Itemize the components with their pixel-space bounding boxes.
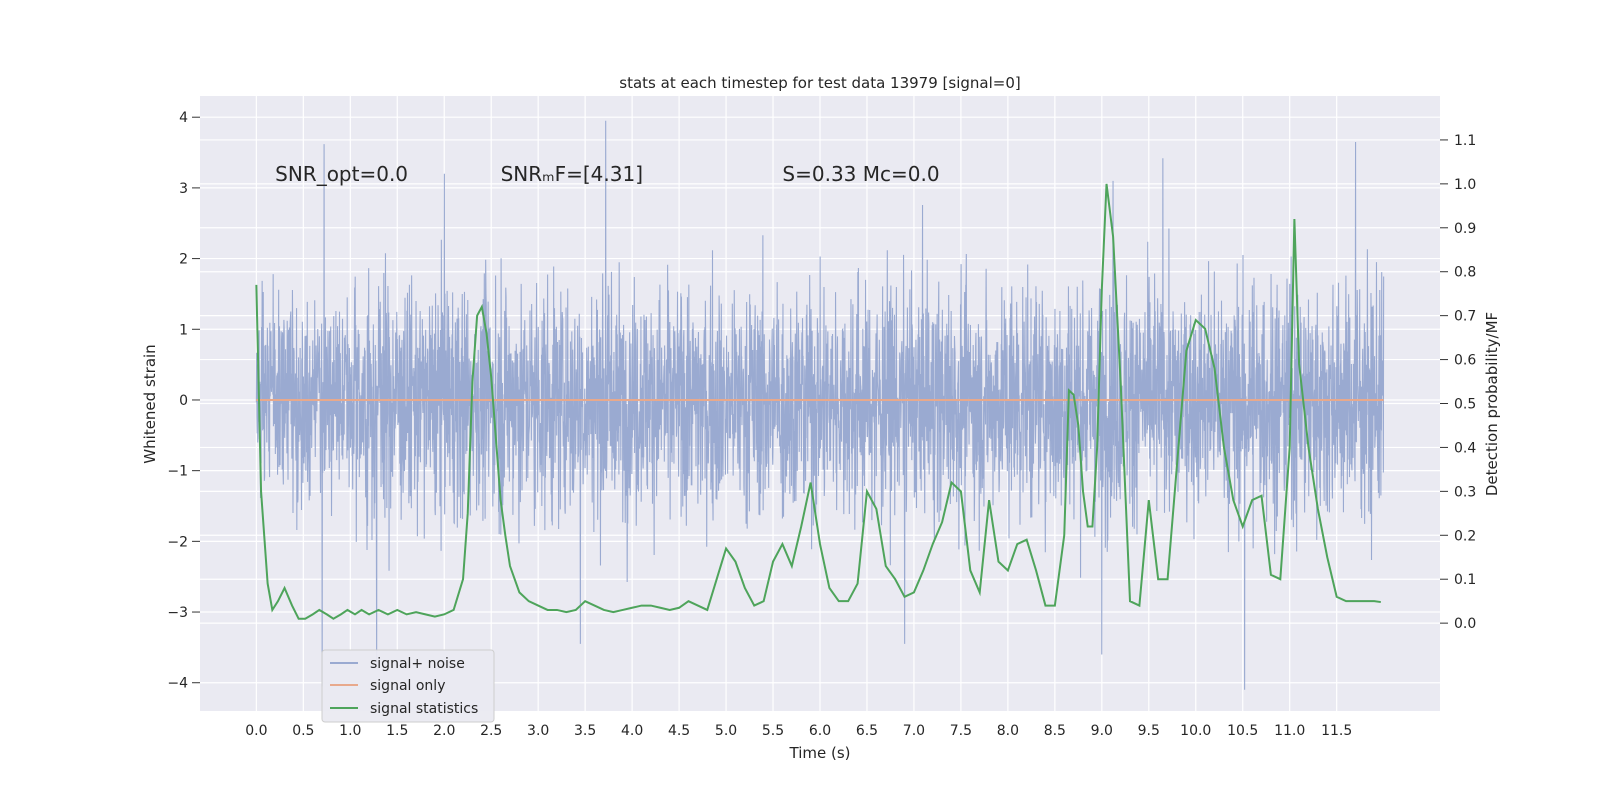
y2-tick-label: 0.2 (1454, 528, 1476, 544)
x-tick-label: 10.0 (1180, 723, 1211, 739)
y2-tick-label: 0.6 (1454, 353, 1476, 369)
x-tick-label: 6.5 (856, 723, 878, 739)
x-tick-label: 11.0 (1274, 723, 1305, 739)
y-tick-label: −4 (167, 676, 188, 692)
y-tick-label: 2 (179, 252, 188, 268)
annotation-s-mc: S=0.33 Mᴄ=0.0 (782, 162, 939, 186)
legend-label-signal-noise: signal+ noise (370, 656, 465, 672)
x-tick-label: 8.5 (1044, 723, 1066, 739)
x-tick-label: 2.0 (433, 723, 455, 739)
x-tick-label: 9.0 (1091, 723, 1113, 739)
x-tick-label: 7.0 (903, 723, 925, 739)
annotation-snr-opt: SNR_opt=0.0 (275, 162, 408, 186)
y2-tick-label: 0.3 (1454, 484, 1476, 500)
y2-tick-label: 1.1 (1454, 133, 1476, 149)
x-tick-label: 10.5 (1227, 723, 1258, 739)
y-tick-label: −2 (167, 534, 188, 550)
y-tick-label: 1 (179, 322, 188, 338)
x-tick-label: 5.5 (762, 723, 784, 739)
y-tick-label: −3 (167, 605, 188, 621)
y-tick-label: 3 (179, 181, 188, 197)
legend-label-signal-only: signal only (370, 678, 445, 694)
x-tick-label: 1.5 (386, 723, 408, 739)
x-tick-label: 3.0 (527, 723, 549, 739)
y-tick-label: −1 (167, 464, 188, 480)
y2-tick-label: 0.5 (1454, 397, 1476, 413)
legend-box (321, 649, 495, 723)
y2-axis-label: Detection probability/MF (1483, 312, 1501, 496)
chart-title: stats at each timestep for test data 139… (619, 74, 1020, 92)
x-tick-label: 9.5 (1138, 723, 1160, 739)
y2-tick-label: 0.7 (1454, 309, 1476, 325)
annotation-snr-mf: SNRₘF=[4.31] (501, 162, 643, 186)
x-tick-label: 11.5 (1321, 723, 1352, 739)
x-axis-label: Time (s) (789, 744, 851, 762)
y-tick-label: 0 (179, 393, 188, 409)
y2-tick-label: 0.8 (1454, 265, 1476, 281)
x-tick-label: 6.0 (809, 723, 831, 739)
y-axis-ticks: −4 −3 −2 −1 0 1 2 3 4 (167, 110, 200, 692)
series-signal-noise (255, 120, 1385, 690)
x-tick-label: 4.0 (621, 723, 643, 739)
x-axis-ticks: 0.0 0.5 1.0 1.5 2.0 2.5 3.0 3.5 4.0 4.5 5.0 5.5 6.0 6… (245, 723, 1352, 739)
legend: signal+ noise signal only signal statist… (321, 649, 495, 723)
y2-axis-ticks: 0.0 0.1 0.2 0.3 0.4 0.5 0.6 0.7 0.8 0.9 1.0 1.1 (1440, 133, 1476, 632)
x-tick-label: 3.5 (574, 723, 596, 739)
x-tick-label: 7.5 (950, 723, 972, 739)
x-tick-label: 5.0 (715, 723, 737, 739)
x-tick-label: 0.0 (245, 723, 267, 739)
y2-tick-label: 0.0 (1454, 616, 1476, 632)
signal-noise-line (255, 120, 1385, 690)
signal-statistics-line (255, 183, 1381, 620)
y2-tick-label: 0.1 (1454, 572, 1476, 588)
legend-label-signal-statistics: signal statistics (370, 701, 478, 717)
series-lines (255, 183, 1384, 620)
x-tick-label: 1.0 (339, 723, 361, 739)
y-tick-label: 4 (179, 110, 188, 126)
annotations: SNR_opt=0.0 SNRₘF=[4.31] S=0.33 Mᴄ=0.0 (275, 162, 939, 186)
y2-tick-label: 1.0 (1454, 177, 1476, 193)
x-tick-label: 4.5 (668, 723, 690, 739)
x-tick-label: 0.5 (292, 723, 314, 739)
y2-tick-label: 0.9 (1454, 221, 1476, 237)
x-tick-label: 2.5 (480, 723, 502, 739)
y2-tick-label: 0.4 (1454, 440, 1476, 456)
x-tick-label: 8.0 (997, 723, 1019, 739)
y-axis-label: Whitened strain (141, 344, 159, 463)
